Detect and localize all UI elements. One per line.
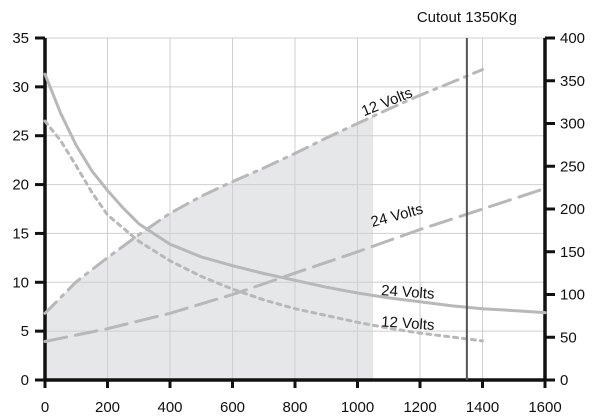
x-tick-label: 0 — [41, 399, 49, 416]
y2-tick-label: 200 — [560, 201, 585, 218]
series-annotation: 12 Volts — [381, 313, 435, 334]
series-line-12-volts-left — [43, 119, 484, 343]
x-tick-label: 800 — [282, 399, 307, 416]
y-tick-label: 20 — [12, 177, 29, 194]
y-tick-label: 25 — [12, 128, 29, 145]
x-tick-label: 1400 — [466, 399, 499, 416]
x-tick-label: 400 — [157, 399, 182, 416]
shaded-region — [45, 116, 374, 380]
y-tick-label: 35 — [12, 30, 29, 47]
y-tick-label: 10 — [12, 274, 29, 291]
y-tick-label: 15 — [12, 225, 29, 242]
y2-tick-label: 250 — [560, 158, 585, 175]
y2-tick-label: 350 — [560, 73, 585, 90]
y-tick-label: 5 — [21, 323, 29, 340]
y2-tick-label: 100 — [560, 287, 585, 304]
y2-tick-label: 300 — [560, 116, 585, 133]
x-tick-label: 1200 — [403, 399, 436, 416]
x-tick-label: 200 — [95, 399, 120, 416]
y2-tick-label: 0 — [560, 372, 568, 389]
plot-area: 0 200 400 600 800 1000 1200 1400 160005101520253… — [12, 9, 585, 416]
series-line-24-volts-left — [43, 72, 547, 315]
series-annotation: 24 Volts — [381, 282, 435, 303]
series-line-24-volts-right — [43, 187, 547, 343]
x-tick-label: 600 — [220, 399, 245, 416]
x-tick-label: 1000 — [341, 399, 374, 416]
series-line-12-volts-right — [43, 68, 484, 315]
x-tick-label: 1600 — [528, 399, 561, 416]
y2-tick-label: 50 — [560, 329, 577, 346]
y2-tick-label: 150 — [560, 244, 585, 261]
y-tick-label: 0 — [21, 372, 29, 389]
cutout-label: Cutout 1350Kg — [417, 9, 517, 26]
y2-tick-label: 400 — [560, 30, 585, 47]
y-tick-label: 30 — [12, 79, 29, 96]
